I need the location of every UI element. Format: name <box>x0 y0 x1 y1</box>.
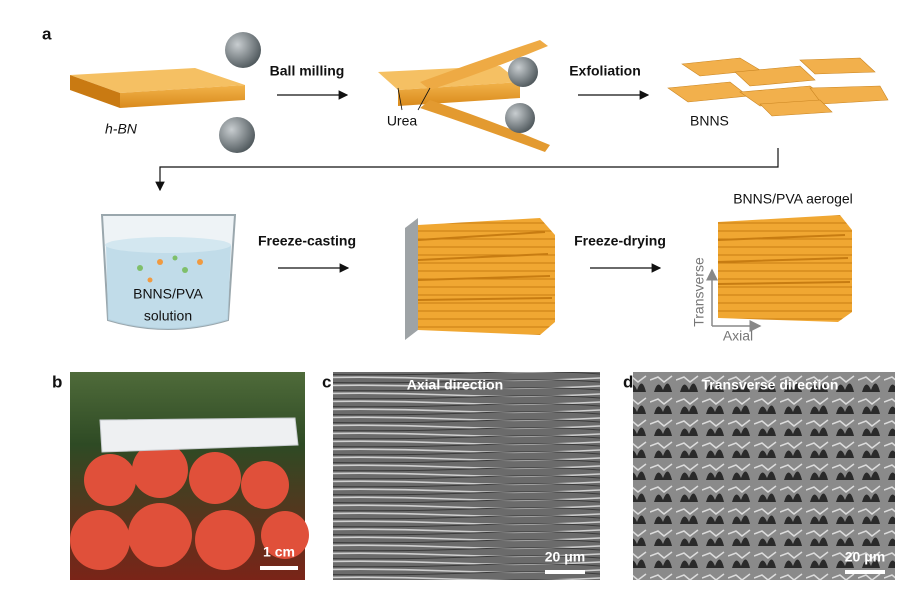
material-label: BNNS/PVA <box>133 286 203 302</box>
ball <box>505 103 535 133</box>
panel-label: a <box>42 24 52 43</box>
sem-image <box>333 372 600 580</box>
material-label: BNNS <box>690 113 729 129</box>
scale-bar <box>845 570 885 574</box>
hbn-slab <box>70 68 245 108</box>
material-label: solution <box>144 308 192 324</box>
panel-label: c <box>322 372 331 391</box>
photo <box>70 372 309 580</box>
process-label: Ball milling <box>270 63 345 79</box>
panel-label: b <box>52 372 62 391</box>
axis-label: Transverse <box>691 257 707 327</box>
aerogel-block <box>717 215 852 322</box>
bnns-sheets <box>667 57 889 117</box>
axis-label: Axial <box>723 328 753 344</box>
scale-bar <box>545 570 585 574</box>
ball <box>225 32 261 68</box>
process-label: Exfoliation <box>569 63 641 79</box>
process-label: Freeze-casting <box>258 233 356 249</box>
freeze-cast-scaffold <box>405 218 555 340</box>
scale-label: 20 μm <box>545 549 585 565</box>
material-label: Urea <box>387 113 418 129</box>
aerogel-title: BNNS/PVA aerogel <box>733 191 853 207</box>
scale-bar <box>260 566 298 570</box>
image-title: Axial direction <box>407 377 503 393</box>
sem-image <box>633 372 895 580</box>
panel-label: d <box>623 372 633 391</box>
material-label: h-BN <box>105 121 138 137</box>
ball <box>219 117 255 153</box>
scale-label: 20 μm <box>845 549 885 565</box>
image-title: Transverse direction <box>702 377 839 393</box>
process-label: Freeze-drying <box>574 233 666 249</box>
ball <box>508 57 538 87</box>
exfoliating-slab <box>378 40 550 152</box>
pointer <box>397 87 431 111</box>
beaker <box>100 214 237 330</box>
scale-label: 1 cm <box>263 544 295 560</box>
connector-arrow <box>155 148 779 192</box>
